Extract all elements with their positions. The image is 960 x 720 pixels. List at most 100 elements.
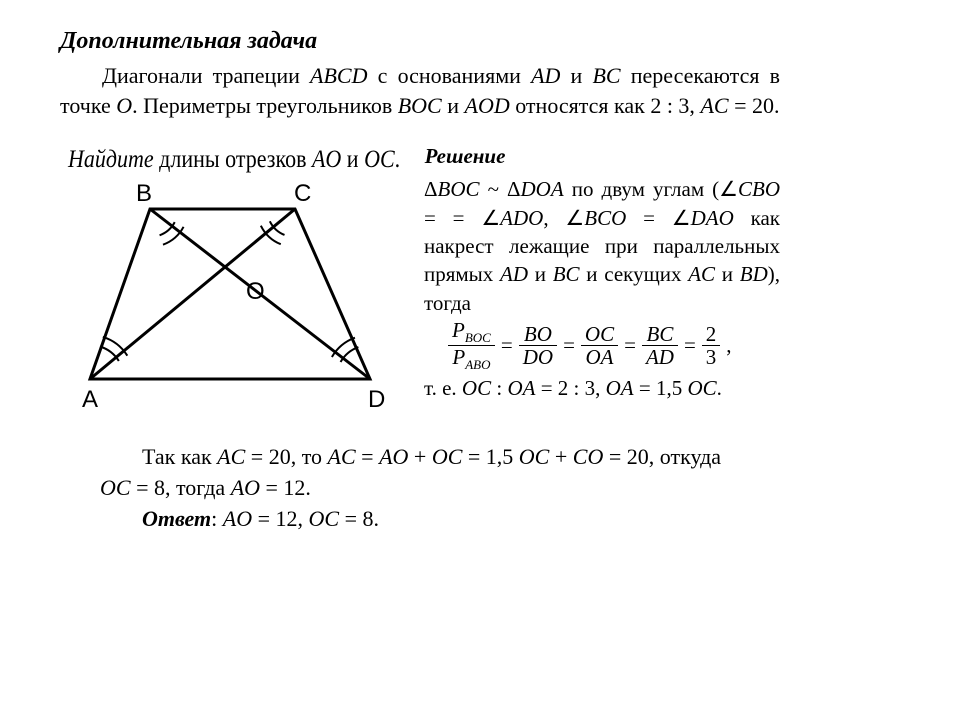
- var: AO: [231, 475, 260, 500]
- text: = 2 : 3,: [535, 376, 605, 400]
- eq: =: [501, 331, 513, 359]
- text: и секущих: [580, 262, 689, 286]
- var: AD: [500, 262, 528, 286]
- var: OC: [581, 323, 618, 345]
- var: AO: [312, 146, 341, 173]
- var: OA: [507, 376, 535, 400]
- var: OC: [100, 475, 131, 500]
- var: CO: [573, 444, 604, 469]
- text: = 20, откуда: [603, 444, 721, 469]
- text: Диагонали трапеции: [102, 63, 310, 88]
- var: AD: [531, 63, 560, 88]
- var: AD: [642, 346, 678, 368]
- eq: =: [684, 331, 696, 359]
- page: Дополнительная задача Диагонали трапеции…: [0, 0, 840, 535]
- text: т. е.: [424, 376, 462, 400]
- question-verb: Найдите: [68, 146, 154, 173]
- var: BO: [520, 323, 556, 345]
- eq: =: [624, 331, 636, 359]
- var: BC: [643, 323, 678, 345]
- svg-text:O: O: [246, 278, 265, 305]
- subscript: BOC: [465, 330, 491, 345]
- var: OC: [309, 506, 340, 531]
- text: и: [442, 93, 465, 118]
- frac-perimeters: PBOC PABO: [448, 319, 495, 372]
- ratio-equation: PBOC PABO = BODO = OCOA = BCAD = 23: [448, 319, 780, 372]
- svg-text:D: D: [368, 386, 385, 413]
- text: = 1,5: [634, 376, 688, 400]
- var: AC: [217, 444, 245, 469]
- text: длины отрезков: [154, 146, 312, 173]
- text: по двум углам (∠: [564, 177, 738, 201]
- text: :: [491, 376, 507, 400]
- var: AO: [379, 444, 408, 469]
- var: DOA: [521, 177, 564, 201]
- text: = 12.: [260, 475, 311, 500]
- problem-statement: Диагонали трапеции ABCD с основаниями AD…: [60, 61, 780, 120]
- question: Найдите длины отрезков AO и OC.: [68, 146, 695, 174]
- text: = 20.: [729, 93, 780, 118]
- comma: ,: [726, 331, 731, 359]
- text: = 8, тогда: [131, 475, 231, 500]
- solution-text: ΔBOC ~ ΔDOA по двум углам (∠CBO = = ∠ADO…: [420, 175, 780, 402]
- text: +: [408, 444, 431, 469]
- var: OC: [687, 376, 716, 400]
- var: CBO: [738, 177, 780, 201]
- var: AC: [328, 444, 356, 469]
- var: AC: [700, 93, 728, 118]
- text: =: [356, 444, 379, 469]
- text: :: [211, 506, 223, 531]
- text: и: [715, 262, 740, 286]
- svg-text:B: B: [136, 180, 152, 207]
- text: и: [560, 63, 592, 88]
- subscript: ABO: [465, 357, 490, 372]
- frac-2-3: 23: [702, 323, 721, 368]
- var: AOD: [465, 93, 510, 118]
- solution-final: Так как AC = 20, то AC = AO + OC = 1,5 O…: [60, 442, 780, 534]
- text: . Периметры треугольников: [132, 93, 398, 118]
- var: O: [116, 93, 132, 118]
- num: 3: [702, 346, 721, 368]
- text: = 12,: [252, 506, 308, 531]
- text: = 1,5: [462, 444, 518, 469]
- svg-text:C: C: [294, 180, 311, 207]
- svg-text:A: A: [82, 386, 98, 413]
- text: и: [528, 262, 553, 286]
- var: ADO: [500, 206, 543, 230]
- text: = = ∠: [424, 206, 500, 230]
- content-columns: ABCDO ΔBOC ~ ΔDOA по двум углам (∠CBO = …: [60, 175, 780, 424]
- text: , ∠: [543, 206, 584, 230]
- var: AC: [688, 262, 715, 286]
- var: P: [452, 318, 465, 342]
- var: OC: [364, 146, 395, 173]
- eq: =: [563, 331, 575, 359]
- text: и: [341, 146, 364, 173]
- trapezoid-figure: A B C D O: [60, 175, 420, 424]
- frac-oc-oa: OCOA: [581, 323, 618, 368]
- problem-title: Дополнительная задача: [60, 28, 780, 55]
- trapezoid-svg: A B C D O: [60, 179, 400, 419]
- text: .: [717, 376, 722, 400]
- frac-bo-do: BODO: [519, 323, 557, 368]
- answer-label: Ответ: [142, 506, 211, 531]
- text: Так как: [142, 444, 217, 469]
- num: 2: [702, 323, 721, 345]
- text: относятся как 2 : 3,: [510, 93, 701, 118]
- var: P: [452, 345, 465, 369]
- var: OA: [606, 376, 634, 400]
- var: ABCD: [310, 63, 367, 88]
- text: = ∠: [626, 206, 690, 230]
- frac-bc-ad: BCAD: [642, 323, 678, 368]
- var: BOC: [398, 93, 442, 118]
- text: = 8.: [339, 506, 379, 531]
- var: OA: [582, 346, 618, 368]
- text: .: [395, 146, 401, 173]
- var: BOC: [438, 177, 480, 201]
- text: +: [549, 444, 572, 469]
- text: = 20, то: [245, 444, 327, 469]
- var: BC: [553, 262, 580, 286]
- var: OC: [519, 444, 550, 469]
- var: BC: [592, 63, 620, 88]
- var: BCO: [584, 206, 626, 230]
- var: DO: [519, 346, 557, 368]
